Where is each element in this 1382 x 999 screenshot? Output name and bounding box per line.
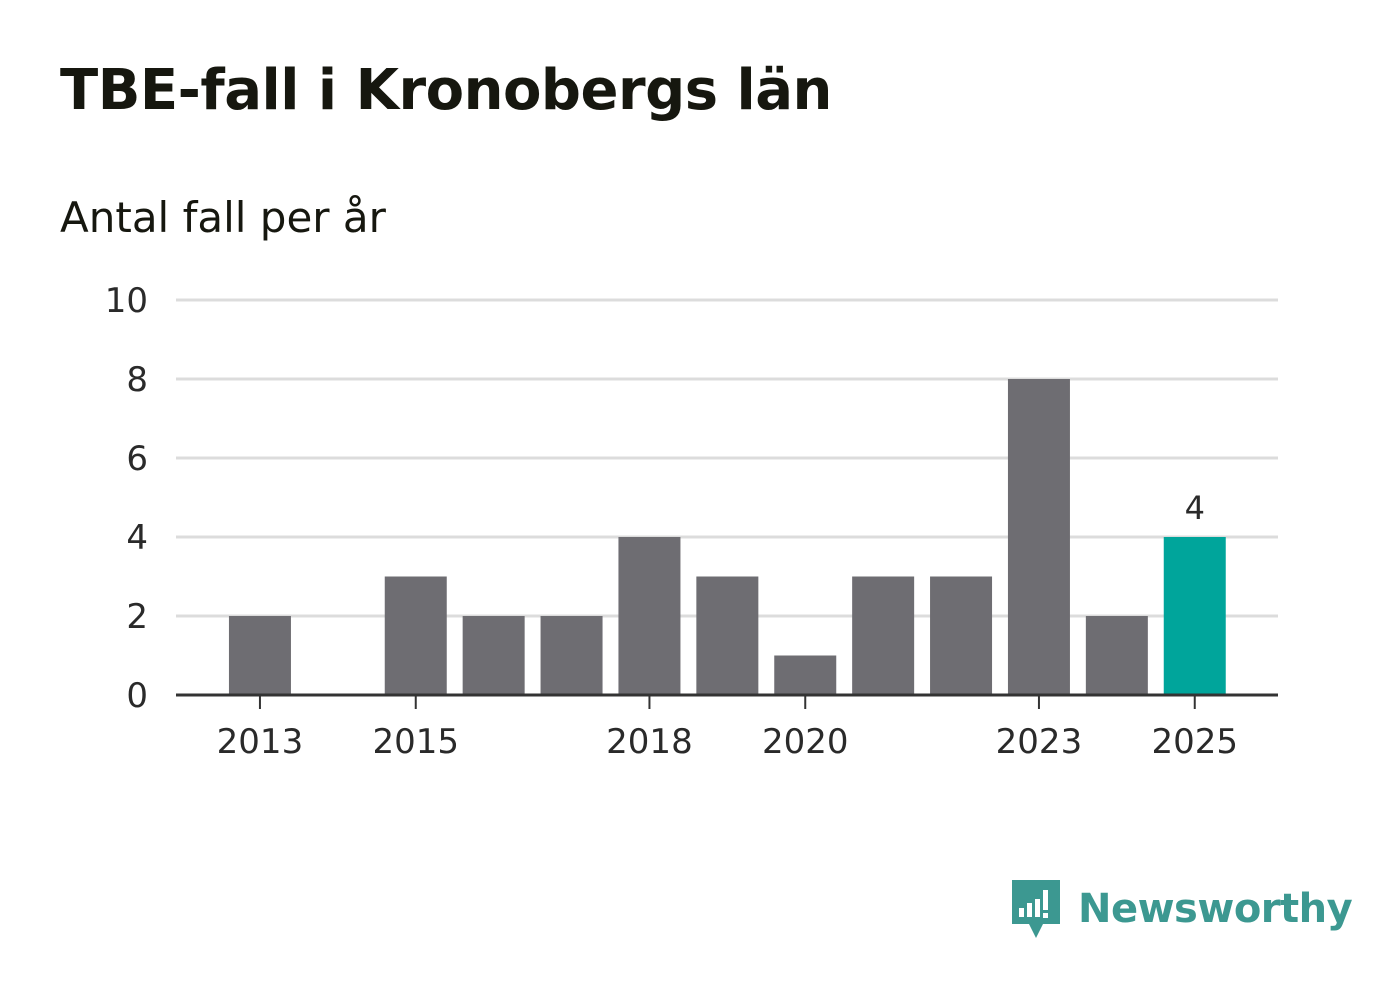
bar-2021 xyxy=(852,576,915,695)
bar-2025 xyxy=(1163,537,1226,695)
bar-2022 xyxy=(930,576,993,695)
x-tick-label-2025: 2025 xyxy=(1151,722,1238,762)
bar-2015 xyxy=(384,576,447,695)
bar-2024 xyxy=(1085,616,1148,695)
bar-2023 xyxy=(1007,379,1070,695)
x-tick-label-2020: 2020 xyxy=(762,722,849,762)
bar-2016 xyxy=(462,616,525,695)
x-tick-label-2015: 2015 xyxy=(372,722,459,762)
bar-2013 xyxy=(228,616,291,695)
data-label-2025: 4 xyxy=(1185,489,1205,527)
y-tick-label-0: 0 xyxy=(126,676,148,716)
brand-name: Newsworthy xyxy=(1078,886,1353,932)
y-tick-label-4: 4 xyxy=(126,518,148,558)
newsworthy-logo-icon xyxy=(1012,880,1060,938)
bar-2020 xyxy=(774,655,837,695)
chart-title: TBE-fall i Kronobergs län xyxy=(60,58,832,123)
y-tick-label-2: 2 xyxy=(126,597,148,637)
chart-subtitle: Antal fall per år xyxy=(60,193,386,242)
bar-2018 xyxy=(618,537,681,695)
x-tick-label-2023: 2023 xyxy=(996,722,1083,762)
x-tick-label-2013: 2013 xyxy=(217,722,304,762)
bar-chart: 0 2 4 6 8 10 4 2013 2015 2018 2020 2023 2025 xyxy=(105,281,1278,762)
y-tick-label-6: 6 xyxy=(126,439,148,479)
bar-2019 xyxy=(696,576,759,695)
bar-2017 xyxy=(540,616,603,695)
y-tick-label-10: 10 xyxy=(105,281,148,321)
y-tick-label-8: 8 xyxy=(126,360,148,400)
x-tick-label-2018: 2018 xyxy=(606,722,693,762)
newsworthy-logo: Newsworthy xyxy=(1010,878,1353,940)
